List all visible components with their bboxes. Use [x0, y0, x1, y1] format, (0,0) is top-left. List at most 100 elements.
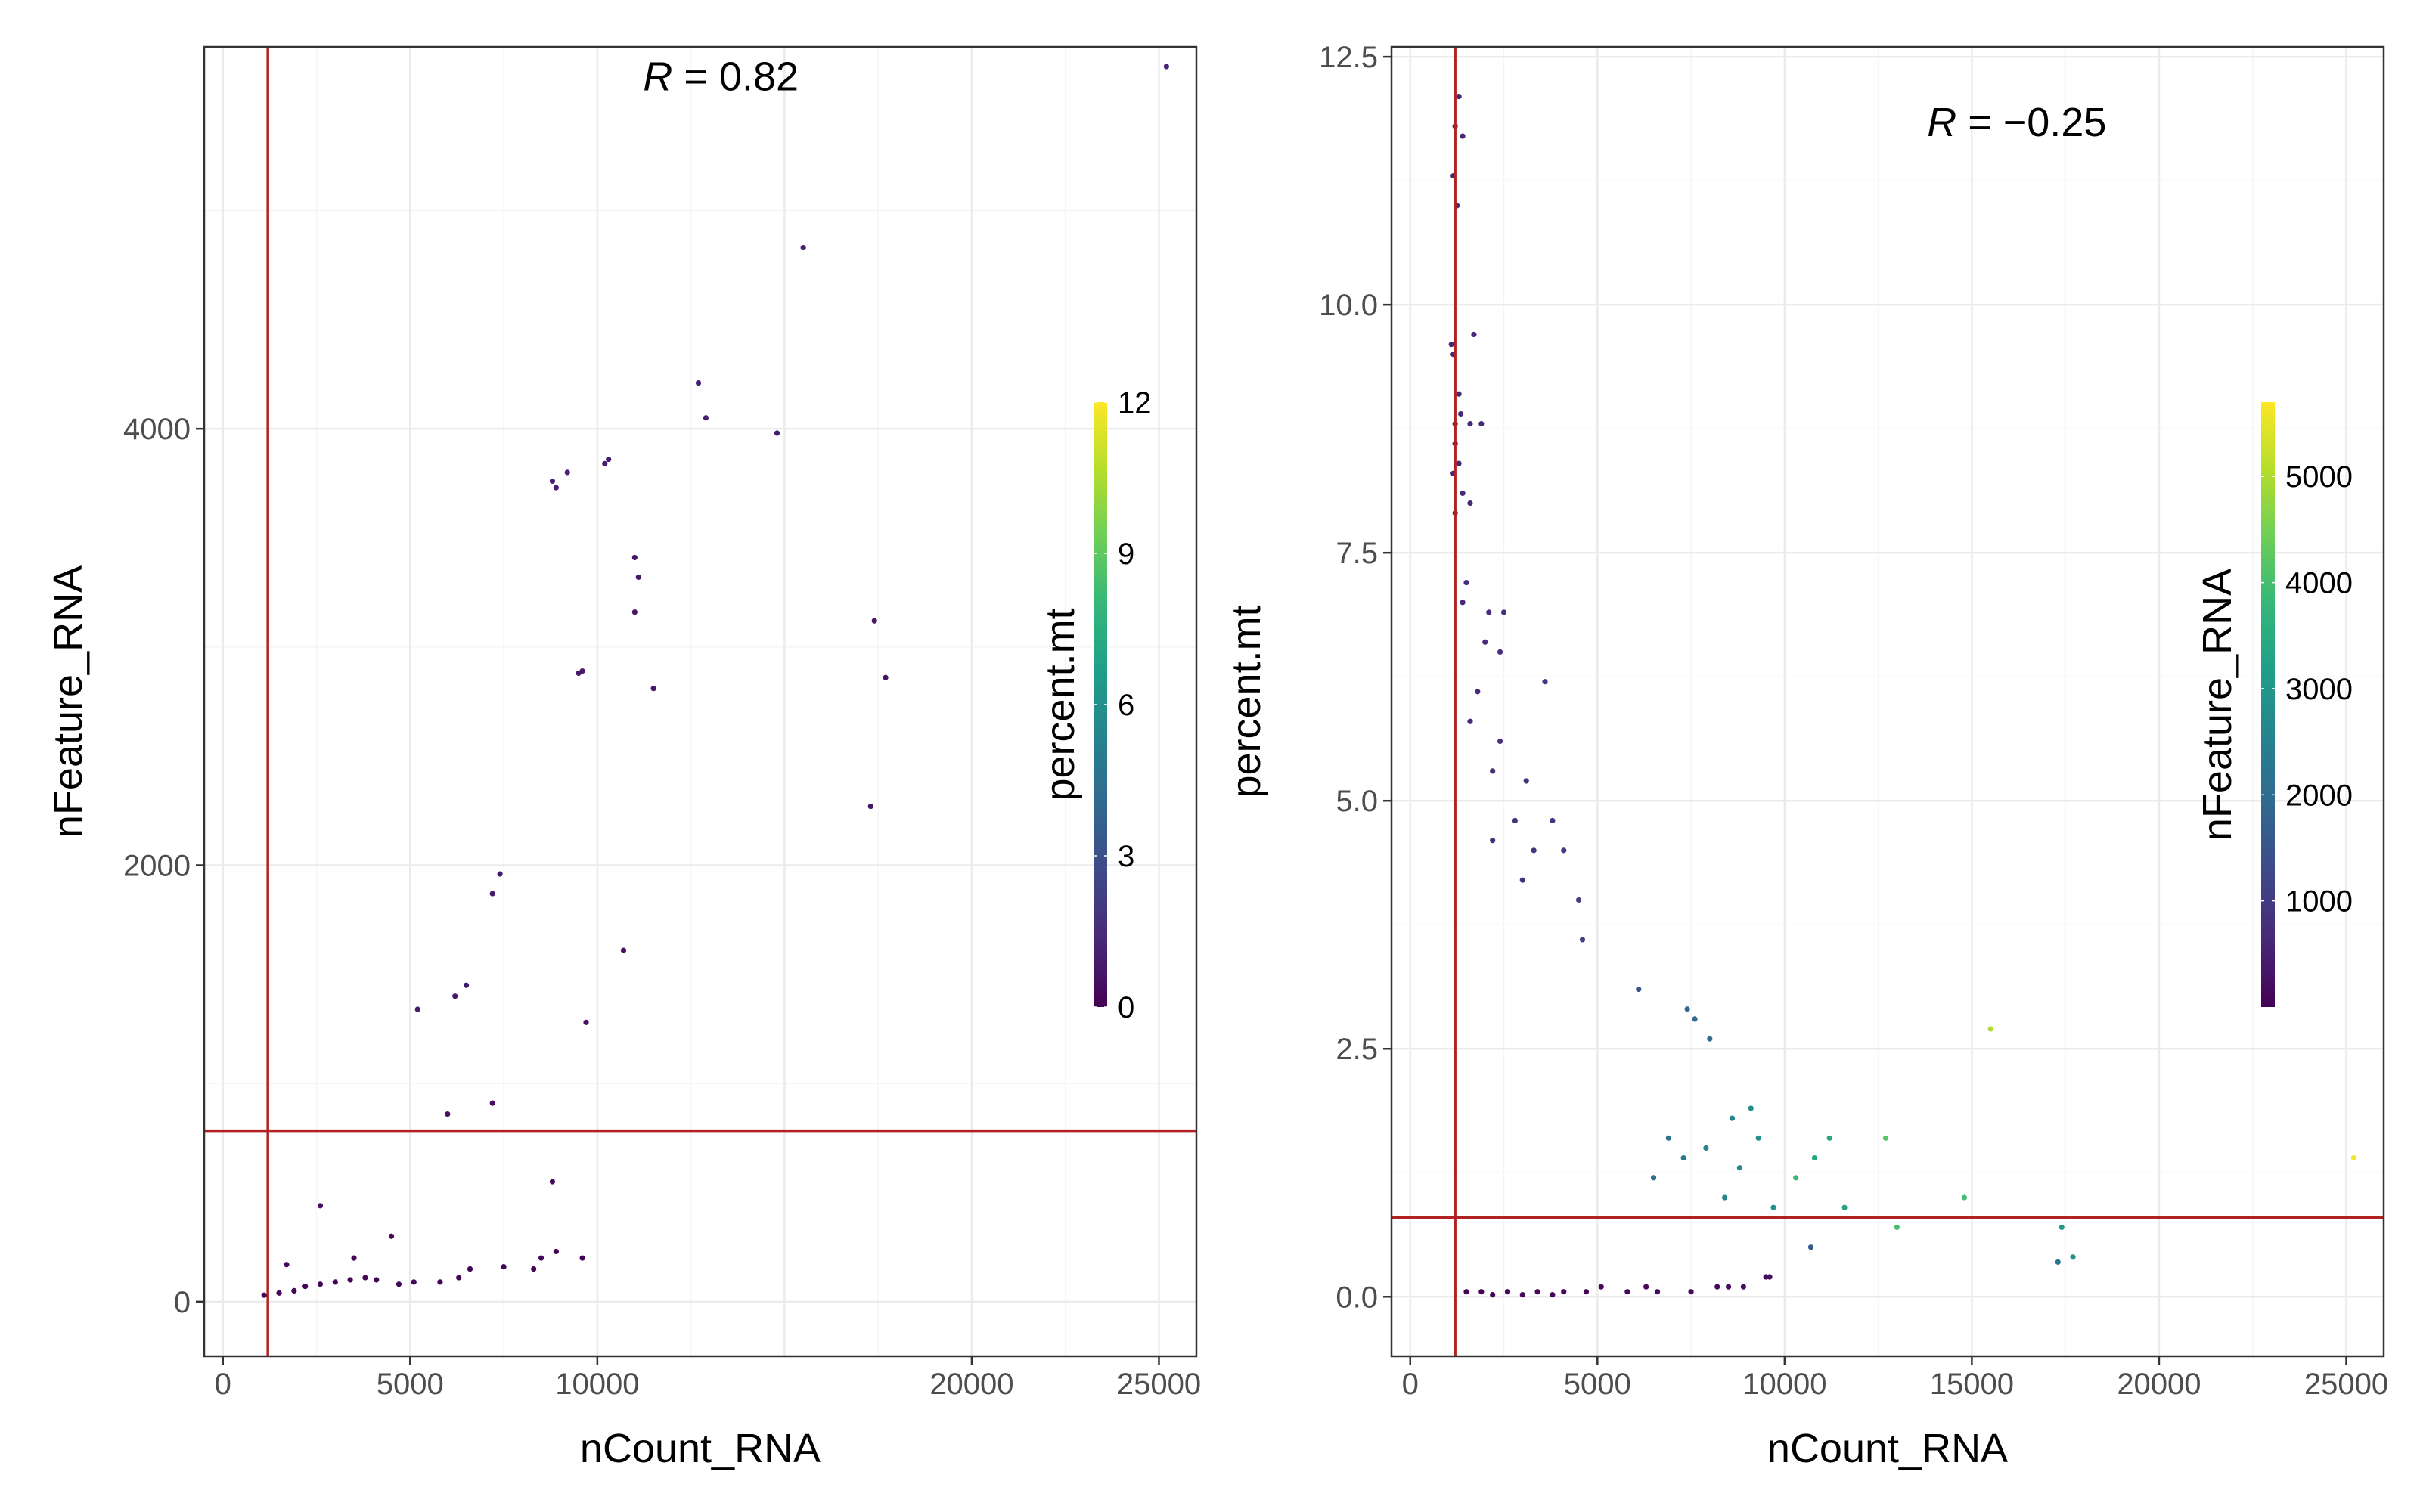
data-point	[1841, 1204, 1848, 1210]
data-point	[1519, 877, 1525, 883]
data-point	[1550, 817, 1556, 824]
data-point	[1770, 1204, 1776, 1210]
data-point	[1456, 391, 1462, 397]
data-point	[414, 1006, 420, 1012]
data-point	[396, 1281, 402, 1287]
data-point	[1460, 600, 1466, 606]
grid-left	[204, 47, 1196, 1356]
y-tick-label: 0	[174, 1286, 191, 1319]
data-point	[602, 460, 608, 466]
data-point	[489, 891, 495, 897]
colorbar-tick-label: 5000	[2285, 460, 2353, 494]
data-point	[564, 469, 570, 476]
data-point	[1475, 689, 1481, 695]
data-point	[620, 947, 627, 953]
data-point	[1583, 1289, 1590, 1295]
threshold-lines-right	[1392, 47, 2384, 1356]
data-point	[2070, 1254, 2076, 1260]
data-point	[553, 1248, 559, 1255]
data-point	[553, 485, 559, 491]
data-point	[1763, 1274, 1769, 1280]
data-point	[1457, 411, 1464, 417]
x-tick-label: 5000	[1564, 1368, 1631, 1401]
x-tick-label: 25000	[1117, 1368, 1201, 1401]
x-tick-label: 20000	[2117, 1368, 2201, 1401]
data-point	[650, 686, 656, 692]
annotation-right: R = −0.25	[1927, 100, 2106, 145]
data-point	[1534, 1289, 1540, 1295]
scatter-panel-left: 0 5000 10000 20000 25000 0 2000 4000 R = 0.82 n…	[45, 45, 1201, 1471]
data-point	[1504, 1289, 1511, 1295]
data-point	[291, 1287, 297, 1294]
threshold-lines-left	[204, 47, 1196, 1356]
data-point	[1987, 1026, 1993, 1032]
data-point	[695, 380, 702, 386]
x-tick-label: 15000	[1930, 1368, 2014, 1401]
data-point	[1512, 817, 1518, 824]
data-point	[2055, 1259, 2061, 1265]
y-tick-label: 2000	[123, 850, 191, 883]
data-point	[1575, 897, 1582, 903]
y-tick-label: 10.0	[1319, 289, 1378, 322]
data-point	[1497, 738, 1503, 745]
grid-right	[1392, 47, 2384, 1356]
data-point	[463, 982, 470, 988]
colorbar-tick-label: 2000	[2285, 779, 2353, 812]
data-point	[635, 574, 641, 581]
annotation-right-label: R	[1927, 100, 1956, 145]
data-point	[317, 1281, 324, 1287]
data-point	[1680, 1154, 1686, 1161]
data-point	[871, 618, 877, 624]
colorbar-tick-label: 6	[1118, 689, 1134, 722]
data-point	[1882, 1135, 1889, 1141]
data-point	[1665, 1135, 1671, 1141]
color-legend-right: 1000 2000 3000 4000 5000 nFeature_RNA	[2195, 402, 2353, 1007]
y-tick-label: 5.0	[1336, 785, 1378, 818]
data-point	[1448, 342, 1454, 348]
data-point	[489, 1100, 495, 1106]
colorbar-tick-label: 9	[1118, 538, 1134, 571]
data-point	[452, 993, 458, 999]
data-point	[1650, 1175, 1657, 1181]
data-point	[445, 1111, 451, 1117]
data-point	[1736, 1165, 1743, 1171]
x-axis-title-right: nCount_RNA	[1767, 1426, 2008, 1471]
data-point	[1471, 331, 1477, 338]
data-point	[774, 430, 780, 436]
data-point	[1500, 609, 1507, 615]
y-axis-title-left: nFeature_RNA	[45, 565, 91, 838]
legend-title-left: percent.mt	[1038, 608, 1083, 801]
data-point	[1519, 1292, 1525, 1298]
data-point	[1684, 1006, 1690, 1012]
data-point	[1688, 1289, 1694, 1295]
data-point	[576, 670, 582, 677]
colorbar-tick-label: 0	[1118, 991, 1134, 1024]
points-left	[261, 64, 1169, 1298]
data-point	[497, 871, 503, 877]
data-point	[362, 1275, 368, 1281]
colorbar-left	[1094, 402, 1107, 1007]
ticks-left: 0 5000 10000 20000 25000 0 2000 4000	[123, 413, 1201, 1401]
data-point	[1636, 986, 1642, 993]
points-right	[1448, 94, 2356, 1298]
data-point	[374, 1277, 380, 1283]
data-point	[1478, 421, 1485, 427]
data-point	[501, 1264, 507, 1270]
data-point	[631, 609, 638, 615]
x-tick-label: 10000	[1742, 1368, 1826, 1401]
data-point	[1961, 1194, 1968, 1201]
data-point	[631, 554, 638, 561]
colorbar-tick-label: 4000	[2285, 567, 2353, 600]
data-point	[1729, 1115, 1736, 1121]
colorbar-ticks-right: 1000 2000 3000 4000 5000	[2261, 460, 2353, 919]
data-point	[1163, 64, 1169, 70]
data-point	[347, 1277, 353, 1283]
data-point	[261, 1292, 267, 1298]
data-point	[2350, 1154, 2356, 1161]
data-point	[1748, 1105, 1754, 1111]
colorbar-right	[2261, 402, 2275, 1007]
x-tick-label: 5000	[377, 1368, 444, 1401]
data-point	[1793, 1175, 1799, 1181]
annotation-left: R = 0.82	[643, 54, 799, 100]
data-point	[1531, 847, 1537, 854]
